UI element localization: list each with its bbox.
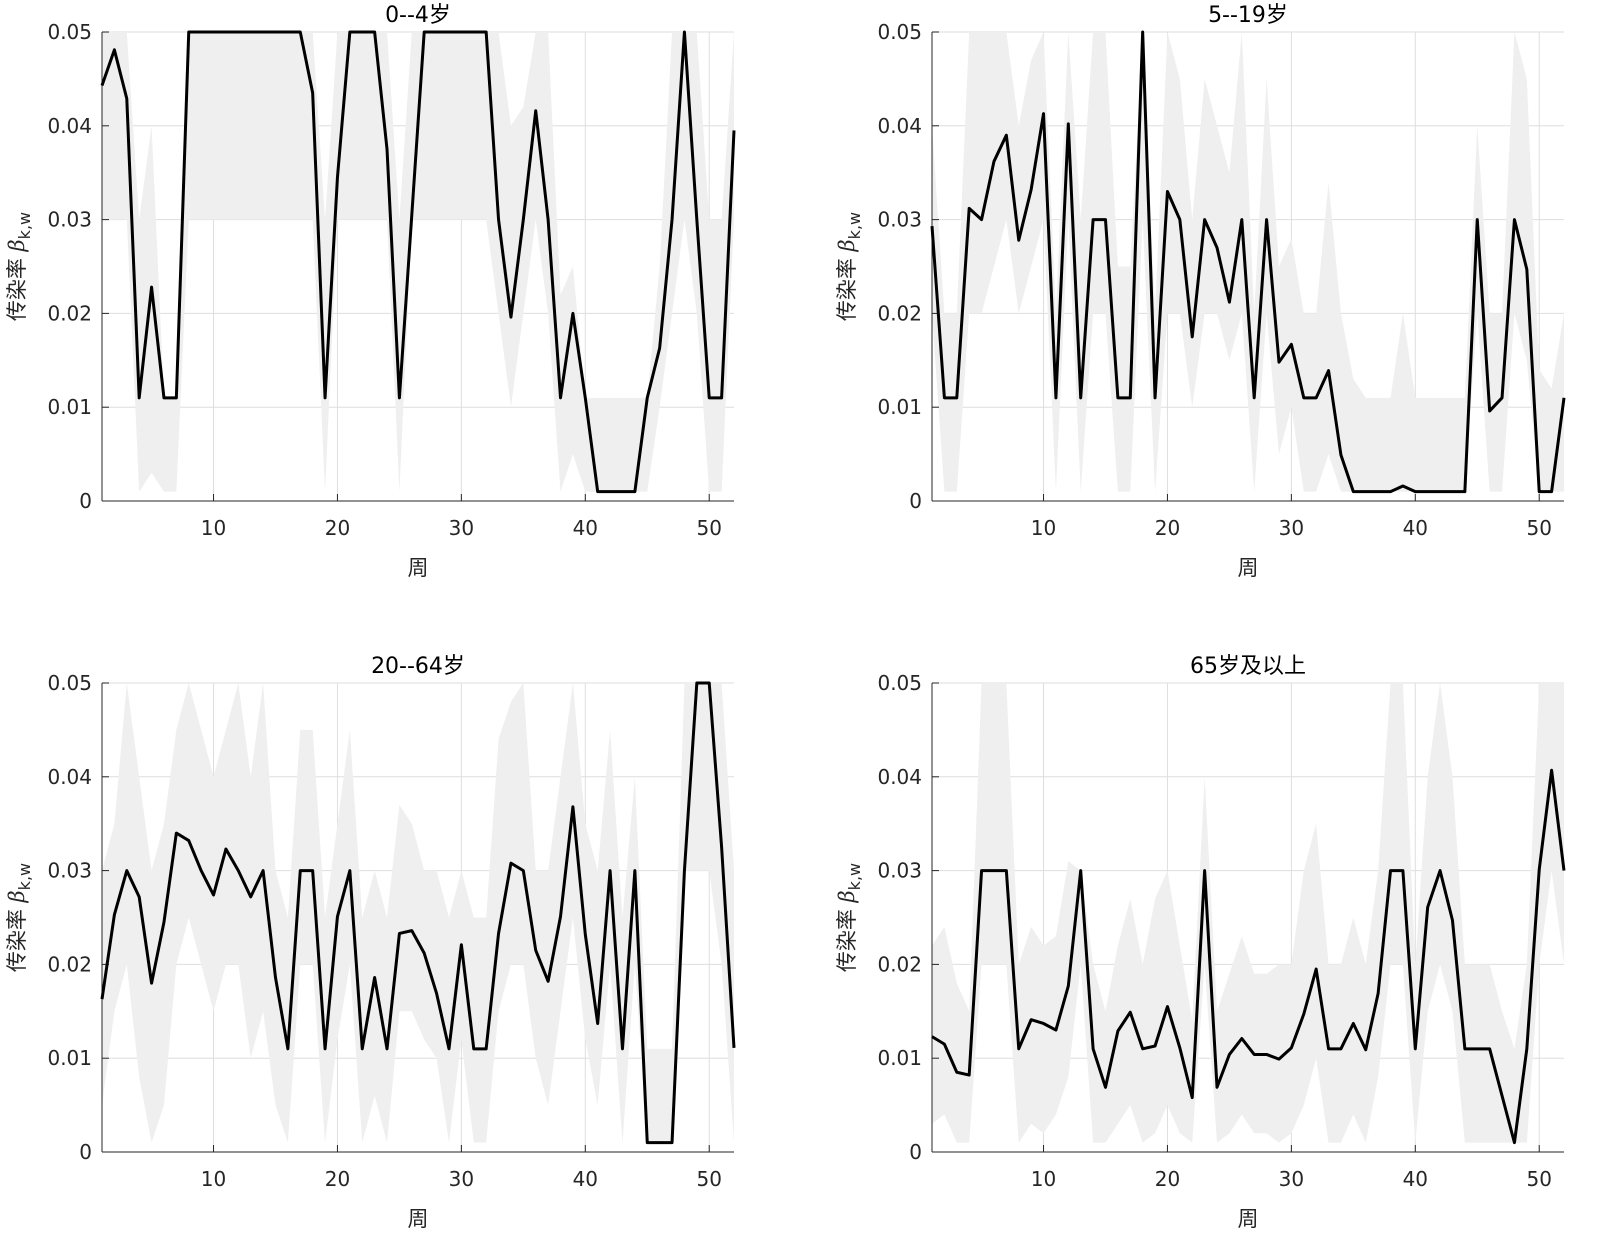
y-tick-label: 0.01 [47, 395, 92, 419]
chart-title: 20--64岁 [371, 654, 465, 679]
x-tick-label: 30 [449, 1167, 474, 1191]
y-tick-label: 0.02 [47, 301, 92, 325]
x-axis-label: 周 [1238, 556, 1259, 580]
x-tick-label: 20 [325, 516, 350, 540]
chart-title: 5--19岁 [1208, 3, 1288, 28]
x-tick-label: 20 [1155, 1167, 1180, 1191]
y-axis-label: 传染率 βk,w [835, 212, 864, 321]
estimate-line [100, 30, 736, 494]
y-tick-label: 0 [79, 489, 92, 513]
x-axis-label: 周 [1238, 1207, 1259, 1231]
x-tick-label: 30 [449, 516, 474, 540]
confidence-band [932, 32, 1564, 492]
confidence-band [102, 683, 734, 1143]
chart-title: 65岁及以上 [1190, 654, 1306, 679]
y-tick-label: 0.03 [47, 859, 92, 883]
y-tick-label: 0.01 [47, 1046, 92, 1070]
x-tick-label: 40 [573, 1167, 598, 1191]
x-tick-label: 20 [325, 1167, 350, 1191]
y-tick-label: 0 [79, 1140, 92, 1164]
x-tick-label: 20 [1155, 516, 1180, 540]
estimate-line [100, 681, 736, 1145]
x-tick-label: 50 [696, 516, 721, 540]
x-tick-label: 50 [1526, 516, 1551, 540]
y-tick-label: 0.02 [877, 952, 922, 976]
estimate-line [930, 30, 1566, 494]
y-tick-label: 0.02 [877, 301, 922, 325]
y-tick-label: 0.03 [877, 859, 922, 883]
chart-title: 0--4岁 [385, 3, 451, 28]
y-tick-label: 0 [909, 489, 922, 513]
estimate-line [931, 768, 1566, 1145]
confidence-band [932, 683, 1564, 1143]
y-tick-label: 0.03 [47, 208, 92, 232]
x-tick-label: 40 [1403, 1167, 1428, 1191]
x-axis-label: 周 [408, 556, 429, 580]
x-tick-label: 50 [1526, 1167, 1551, 1191]
x-tick-label: 10 [1031, 516, 1056, 540]
y-tick-label: 0.04 [877, 765, 922, 789]
x-tick-label: 40 [573, 516, 598, 540]
y-tick-label: 0.05 [877, 20, 922, 44]
y-tick-label: 0.02 [47, 952, 92, 976]
y-axis-label: 传染率 βk,w [835, 863, 864, 972]
x-tick-label: 30 [1279, 516, 1304, 540]
y-tick-label: 0.04 [47, 765, 92, 789]
y-tick-label: 0.05 [47, 20, 92, 44]
y-tick-label: 0.03 [877, 208, 922, 232]
x-tick-label: 40 [1403, 516, 1428, 540]
x-tick-label: 10 [201, 1167, 226, 1191]
y-tick-label: 0.01 [877, 395, 922, 419]
x-axis-label: 周 [408, 1207, 429, 1231]
confidence-band [102, 32, 734, 492]
y-axis-label: 传染率 βk,w [5, 212, 34, 321]
x-tick-label: 50 [696, 1167, 721, 1191]
y-axis-label: 传染率 βk,w [5, 863, 34, 972]
x-tick-label: 10 [201, 516, 226, 540]
x-tick-label: 30 [1279, 1167, 1304, 1191]
panel-age-0-4: 10 20 30 40 50 0 0.01 0.02 0.03 0.04 0.05 0--4岁周 传染率… [5, 3, 736, 580]
y-tick-label: 0.04 [47, 114, 92, 138]
y-tick-label: 0.05 [877, 671, 922, 695]
y-tick-label: 0.01 [877, 1046, 922, 1070]
y-tick-label: 0.04 [877, 114, 922, 138]
y-tick-label: 0.05 [47, 671, 92, 695]
y-tick-label: 0 [909, 1140, 922, 1164]
x-tick-label: 10 [1031, 1167, 1056, 1191]
